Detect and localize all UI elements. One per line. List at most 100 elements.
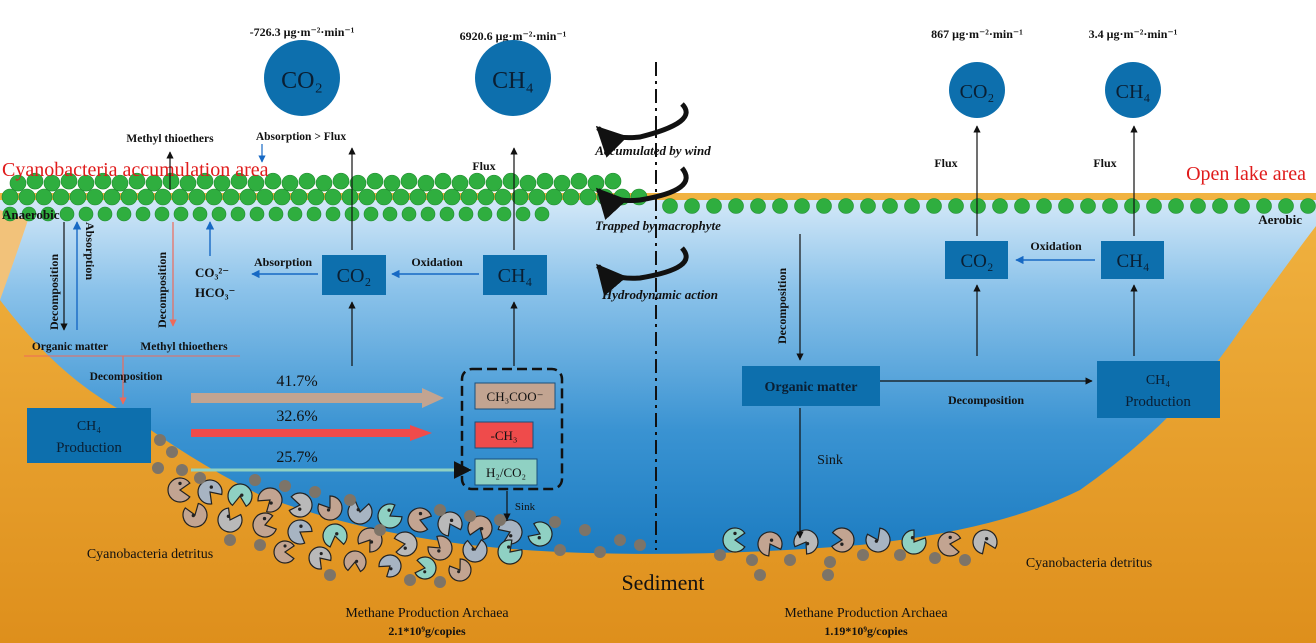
left-decomposition-horizontal: Decomposition bbox=[90, 371, 163, 383]
right-co2-box bbox=[945, 241, 1008, 279]
detritus-particle bbox=[404, 574, 416, 586]
right-organic-matter-box bbox=[742, 366, 880, 406]
right-condition-label: Aerobic bbox=[1258, 212, 1302, 227]
substrate-methyl-box bbox=[474, 421, 534, 449]
detritus-particle bbox=[822, 569, 834, 581]
detritus-particle bbox=[824, 556, 836, 568]
pathway-percent-2: 32.6% bbox=[276, 408, 317, 425]
cyanobacteria-dot bbox=[926, 198, 942, 214]
cyanobacteria-dot bbox=[213, 174, 231, 192]
bicarbonate-label: HCO₃⁻ bbox=[195, 285, 235, 300]
detritus-particle bbox=[194, 472, 206, 484]
cyanobacteria-dot bbox=[515, 206, 531, 222]
right-ch4-emission-circle bbox=[1105, 62, 1161, 118]
cyanobacteria-dot bbox=[264, 172, 282, 190]
macrophyte-label: Trapped by macrophyte bbox=[595, 218, 721, 233]
archaea-cell bbox=[937, 531, 962, 557]
right-co2-flux-label: Flux bbox=[934, 156, 957, 170]
cyanobacteria-dot bbox=[179, 174, 197, 192]
cyanobacteria-dot bbox=[706, 198, 722, 214]
archaea-cell bbox=[462, 538, 488, 563]
right-ch4-production-box bbox=[1097, 361, 1220, 418]
archaea-eye bbox=[298, 507, 302, 511]
cyanobacteria-dot bbox=[230, 172, 248, 190]
archaea-eye bbox=[191, 513, 195, 518]
cyanobacteria-dot bbox=[1124, 198, 1140, 214]
cyanobacteria-dot bbox=[77, 174, 95, 192]
archaea-eye bbox=[509, 534, 513, 538]
cyanobacteria-dot bbox=[1256, 198, 1272, 214]
cyanobacteria-dot bbox=[205, 188, 223, 206]
left-ch4-box bbox=[483, 255, 547, 295]
cyanobacteria-dot bbox=[315, 174, 333, 192]
left-detritus-label: Cyanobacteria detritus bbox=[87, 547, 213, 562]
archaea-cell bbox=[757, 531, 783, 557]
cyanobacteria-dot bbox=[1168, 198, 1184, 214]
archaea-cell bbox=[167, 477, 191, 503]
left-oxidation-label: Oxidation bbox=[411, 255, 463, 269]
left-condition-label: Anaerobic bbox=[2, 207, 60, 222]
left-decomposition-vertical: Decomposition bbox=[47, 254, 61, 330]
detritus-particle bbox=[594, 546, 606, 558]
right-oxidation-label: Oxidation bbox=[1030, 239, 1082, 253]
detritus-particle bbox=[279, 480, 291, 492]
cyanobacteria-dot bbox=[247, 174, 265, 192]
cyanobacteria-dot bbox=[534, 206, 550, 222]
archaea-eye bbox=[389, 567, 393, 571]
archaea-cell bbox=[227, 483, 253, 508]
detritus-particle bbox=[959, 554, 971, 566]
detritus-particle bbox=[549, 516, 561, 528]
detritus-particle bbox=[324, 569, 336, 581]
cyanobacteria-dot bbox=[18, 188, 36, 206]
cyanobacteria-dot bbox=[128, 172, 146, 190]
cyanobacteria-dot bbox=[332, 172, 350, 190]
right-detritus-label: Cyanobacteria detritus bbox=[1026, 556, 1152, 571]
cyanobacteria-dot bbox=[409, 188, 427, 206]
archaea-eye bbox=[457, 570, 461, 574]
right-co2-emission-circle bbox=[949, 62, 1005, 118]
cyanobacteria-dot bbox=[1058, 198, 1074, 214]
archaea-cell bbox=[308, 546, 332, 570]
right-archaea-count: 1.19*10⁹g/copies bbox=[824, 624, 908, 638]
wind-curve-arrow bbox=[595, 102, 689, 158]
cyanobacteria-dot bbox=[26, 172, 44, 190]
cyanobacteria-dot bbox=[1036, 198, 1052, 214]
substrate-h2co2-box bbox=[474, 458, 538, 486]
cyanobacteria-dot bbox=[69, 188, 87, 206]
cyanobacteria-dot bbox=[511, 188, 529, 206]
cyanobacteria-dot bbox=[570, 172, 588, 190]
cyanobacteria-dot bbox=[728, 198, 744, 214]
cyanobacteria-dot bbox=[1234, 198, 1250, 214]
detritus-particle bbox=[309, 486, 321, 498]
cyanobacteria-dot bbox=[904, 198, 920, 214]
cyanobacteria-dot bbox=[2, 206, 18, 222]
left-co2-box-label: CO₂ bbox=[337, 265, 372, 287]
cyanobacteria-dot bbox=[103, 188, 121, 206]
hydrodynamic-label: Hydrodynamic action bbox=[601, 287, 718, 302]
archaea-cell bbox=[830, 527, 855, 553]
cyanobacteria-dot bbox=[86, 188, 104, 206]
cyanobacteria-dot bbox=[35, 188, 53, 206]
archaea-cell bbox=[427, 535, 453, 561]
archaea-eye bbox=[226, 514, 231, 518]
cyanobacteria-dot bbox=[135, 206, 151, 222]
cyanobacteria-dot bbox=[137, 188, 155, 206]
cyanobacteria-dot bbox=[816, 198, 832, 214]
archaea-eye bbox=[209, 485, 213, 489]
left-ch4-emission-circle bbox=[475, 40, 551, 116]
left-methyl-thioethers-top: Methyl thioethers bbox=[126, 133, 214, 145]
cyanobacteria-dot bbox=[392, 188, 410, 206]
archaea-cell bbox=[377, 503, 403, 529]
archaea-cell bbox=[288, 492, 313, 518]
cyanobacteria-dot bbox=[290, 188, 308, 206]
cyanobacteria-dot bbox=[794, 198, 810, 214]
cyanobacteria-dot bbox=[94, 172, 112, 190]
cyanobacteria-dot bbox=[604, 172, 622, 190]
left-absorption-vertical: Absorption bbox=[83, 222, 97, 280]
cyanobacteria-dot bbox=[992, 198, 1008, 214]
cyanobacteria-dot bbox=[1014, 198, 1030, 214]
detritus-particle bbox=[494, 514, 506, 526]
cyanobacteria-dot bbox=[325, 206, 341, 222]
cyanobacteria-dot bbox=[192, 206, 208, 222]
cyanobacteria-dot bbox=[383, 174, 401, 192]
